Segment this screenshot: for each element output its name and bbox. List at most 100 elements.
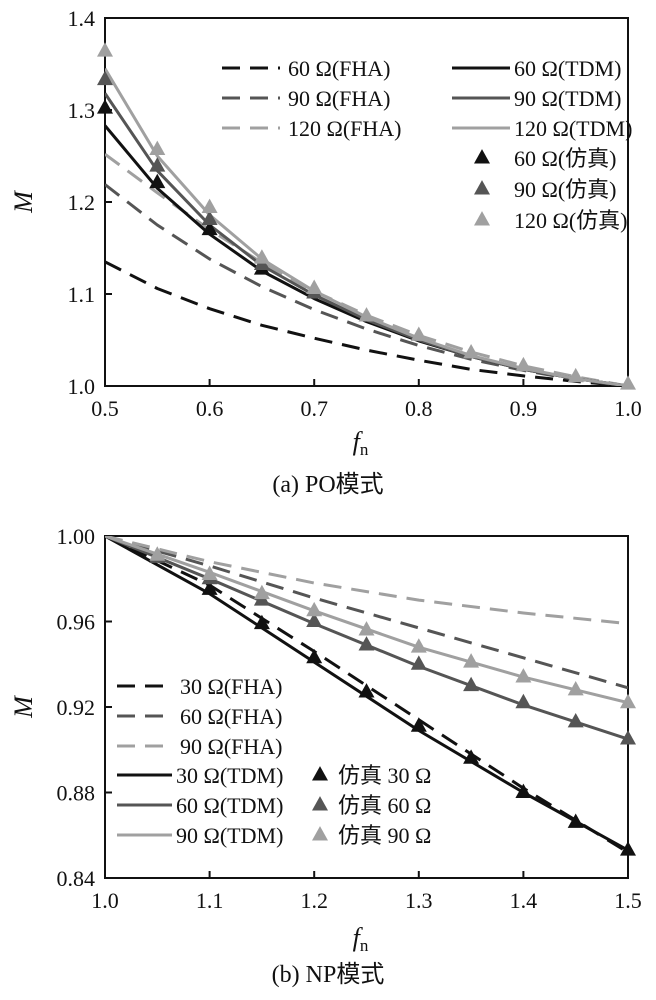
y-tick-label: 1.1 (68, 282, 96, 307)
legend-label: 120 Ω(仿真) (514, 208, 628, 233)
series-marker (306, 648, 323, 664)
legend-label: 60 Ω(TDM) (514, 56, 621, 81)
x-axis-title-sub: n (360, 936, 369, 955)
series-marker (567, 713, 584, 728)
x-tick-label: 0.6 (196, 396, 224, 421)
series-marker (306, 279, 323, 294)
legend-label: 90 Ω(仿真) (514, 177, 617, 202)
series-marker (620, 693, 636, 709)
y-tick-label: 1.0 (68, 374, 96, 399)
series-marker (620, 375, 636, 390)
series-marker (515, 783, 532, 798)
series-marker (149, 173, 166, 189)
legend-label: 仿真 90 Ω (338, 823, 431, 848)
legend-marker (474, 180, 490, 195)
legend-label: 30 Ω(FHA) (180, 674, 283, 699)
x-axis-title-sub: n (360, 440, 369, 459)
x-tick-label: 0.9 (510, 396, 538, 421)
x-tick-label: 1.4 (510, 888, 538, 913)
x-tick-label: 1.3 (405, 888, 433, 913)
legend-label: 60 Ω(TDM) (176, 793, 283, 818)
y-tick-label: 0.88 (57, 781, 96, 806)
legend-label: 90 Ω(FHA) (180, 734, 283, 759)
legend-label: 60 Ω(FHA) (288, 56, 391, 81)
series-marker (515, 693, 532, 709)
series-marker (149, 140, 166, 156)
legend-label: 90 Ω(TDM) (176, 823, 283, 848)
series-marker (201, 210, 218, 225)
series-line (105, 536, 628, 854)
series-marker (97, 99, 113, 114)
y-tick-label: 1.4 (68, 6, 96, 31)
legend-label: 120 Ω(TDM) (514, 116, 632, 141)
chart-caption: (b) NP模式 (272, 961, 385, 988)
legend-label: 120 Ω(FHA) (288, 116, 402, 141)
series-marker (358, 621, 375, 636)
series-marker (306, 612, 323, 627)
x-axis-title-main: f (353, 923, 364, 952)
series-marker (358, 636, 375, 651)
y-axis-title: M (9, 695, 38, 719)
legend-marker (312, 796, 328, 811)
series-marker (463, 343, 480, 359)
legend-marker (474, 149, 490, 164)
x-tick-label: 1.1 (196, 888, 224, 913)
legend-label: 仿真 30 Ω (338, 763, 431, 788)
x-tick-label: 1.0 (614, 396, 642, 421)
series-marker (253, 584, 270, 600)
series-marker (567, 680, 584, 696)
series-marker (620, 730, 636, 745)
series-marker (306, 601, 323, 617)
series-marker (463, 653, 480, 668)
x-tick-label: 1.0 (91, 888, 119, 913)
series-line (105, 536, 628, 690)
series-marker (410, 326, 427, 341)
series-marker (463, 676, 480, 692)
series-marker (358, 307, 375, 322)
series-marker (97, 70, 113, 86)
series-marker (410, 717, 427, 732)
series-marker (149, 546, 166, 561)
x-axis-title-main: f (353, 427, 364, 456)
series-marker (515, 668, 532, 683)
series-marker (201, 198, 218, 213)
chart-caption: (a) PO模式 (272, 471, 383, 498)
y-tick-label: 0.92 (57, 695, 96, 720)
legend-label: 90 Ω(FHA) (288, 86, 391, 111)
legend-label: 仿真 60 Ω (338, 793, 431, 818)
series-marker (567, 813, 584, 828)
chart-po-mode: 0.5 0.6 0.7 0.8 0.9 1.0 1.0 1.1 1.2 1.3 1.4 Mfn (a) … (9, 6, 642, 498)
y-tick-label: 0.84 (57, 866, 96, 891)
x-tick-label: 0.8 (405, 396, 433, 421)
y-tick-label: 1.2 (68, 190, 96, 215)
series-marker (463, 749, 480, 764)
x-axis-title: fn (353, 427, 369, 459)
legend-label: 30 Ω(TDM) (176, 763, 283, 788)
chart-np-mode: 1.0 1.1 1.2 1.3 1.4 1.5 0.84 0.88 0.92 0.96 1.00 Mf… (9, 524, 642, 988)
y-tick-label: 1.3 (68, 98, 96, 123)
legend-label: 60 Ω(FHA) (180, 704, 283, 729)
series-marker (515, 356, 532, 372)
x-tick-label: 0.5 (91, 396, 119, 421)
legend-label: 60 Ω(仿真) (514, 146, 617, 171)
x-tick-label: 1.2 (300, 888, 328, 913)
series-marker (253, 614, 270, 630)
series-marker (253, 249, 270, 264)
legend-marker (474, 211, 490, 226)
x-axis-title: fn (353, 923, 369, 955)
y-axis-title: M (9, 190, 38, 214)
legend-marker (312, 826, 328, 841)
y-tick-label: 0.96 (57, 610, 96, 635)
series-marker (358, 683, 375, 698)
series-marker (620, 841, 636, 856)
series-marker (410, 655, 427, 670)
series-line (105, 260, 628, 386)
series-marker (201, 220, 218, 236)
legend-marker (312, 766, 328, 781)
series-marker (201, 580, 218, 595)
y-tick-label: 1.00 (57, 524, 96, 549)
series-marker (567, 367, 584, 383)
x-tick-label: 0.7 (300, 396, 328, 421)
series-marker (201, 565, 218, 580)
